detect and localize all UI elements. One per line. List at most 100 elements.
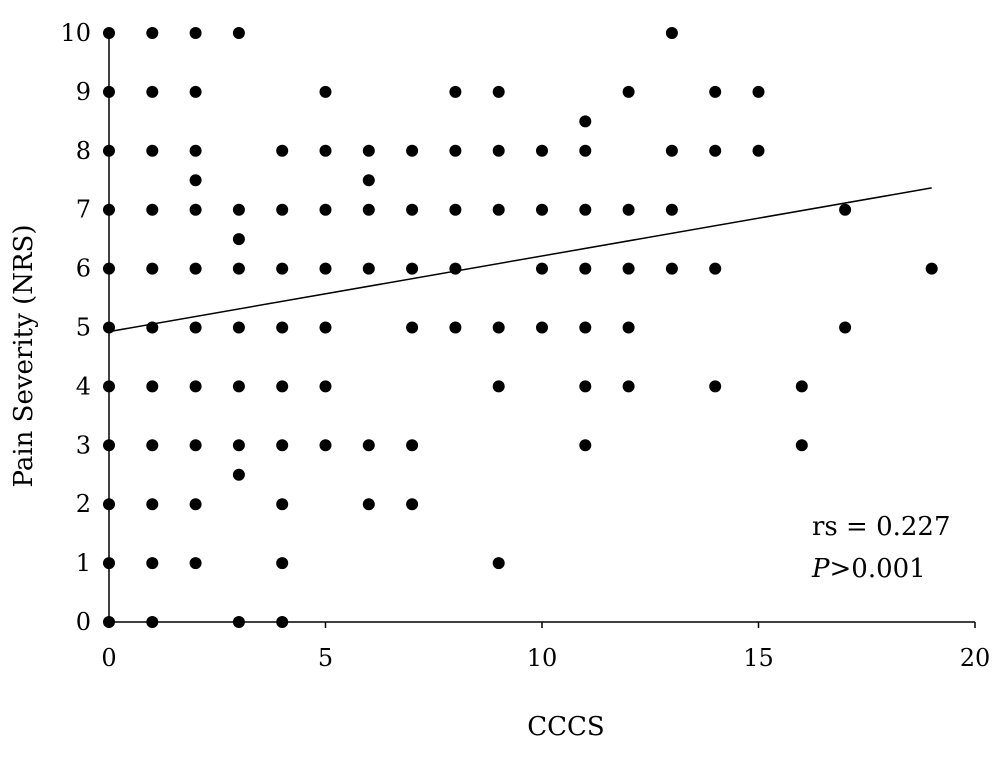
data-point [622, 203, 635, 216]
data-point [232, 233, 245, 246]
data-point [276, 321, 289, 334]
data-point [276, 557, 289, 570]
data-point [103, 557, 115, 570]
data-point [103, 380, 115, 393]
data-point [839, 203, 852, 216]
data-point [362, 439, 375, 452]
data-point [146, 85, 159, 98]
data-point [622, 380, 635, 393]
data-point [449, 203, 462, 216]
data-point [579, 439, 592, 452]
data-point [189, 439, 202, 452]
data-point [103, 262, 115, 275]
data-point [536, 321, 548, 334]
data-point [709, 380, 722, 393]
data-point [752, 85, 765, 98]
data-point [189, 27, 202, 39]
data-point [665, 27, 678, 39]
data-point [319, 380, 332, 393]
x-tick-label: 10 [527, 644, 558, 672]
data-point [795, 439, 808, 452]
y-tick-label: 3 [76, 431, 91, 459]
data-point [449, 144, 462, 157]
data-point [276, 262, 289, 275]
data-point [232, 439, 245, 452]
data-point [406, 144, 419, 157]
data-point [839, 321, 852, 334]
x-tick-label: 20 [960, 644, 991, 672]
data-point [276, 203, 289, 216]
data-point [362, 174, 375, 187]
data-point [189, 144, 202, 157]
y-tick-label: 2 [76, 490, 91, 518]
y-tick-label: 5 [76, 314, 91, 342]
data-point [709, 262, 722, 275]
x-tick-label: 5 [318, 644, 333, 672]
y-tick-label: 1 [76, 549, 91, 577]
data-point [319, 321, 332, 334]
y-tick-label: 9 [76, 78, 91, 106]
x-tick-label: 0 [101, 644, 116, 672]
x-tick-labels: 0 5 10 15 20 [101, 644, 990, 672]
data-point [146, 380, 159, 393]
data-point [579, 380, 592, 393]
data-point [622, 85, 635, 98]
data-point [665, 203, 678, 216]
data-point [189, 174, 202, 187]
data-point [406, 321, 419, 334]
data-point [232, 203, 245, 216]
data-point [103, 203, 115, 216]
data-point [103, 321, 115, 334]
data-point [189, 380, 202, 393]
trend-line [108, 187, 932, 333]
data-point [579, 144, 592, 157]
data-point [492, 85, 505, 98]
data-point [232, 380, 245, 393]
data-point [579, 321, 592, 334]
data-point [536, 203, 548, 216]
data-point [146, 262, 159, 275]
x-axis-label: CCCS [527, 712, 605, 742]
p-italic-letter: P [811, 554, 830, 584]
data-point [406, 439, 419, 452]
data-point [622, 262, 635, 275]
y-tick-label: 0 [76, 608, 91, 636]
data-point [492, 321, 505, 334]
data-point [795, 380, 808, 393]
y-tick-labels: 0 1 2 3 4 5 6 7 8 9 10 [60, 19, 91, 636]
data-point [103, 616, 115, 628]
data-point [189, 321, 202, 334]
y-axis-label: Pain Severity (NRS) [9, 225, 39, 488]
data-point [449, 85, 462, 98]
data-point [276, 439, 289, 452]
data-point [579, 203, 592, 216]
data-point [449, 321, 462, 334]
data-point [146, 616, 159, 628]
x-tick-label: 15 [743, 644, 774, 672]
data-point [319, 439, 332, 452]
data-point [103, 27, 115, 39]
y-tick-label: 6 [76, 255, 91, 283]
data-point [536, 262, 548, 275]
data-point [925, 262, 938, 275]
data-point [103, 498, 115, 511]
data-point [319, 203, 332, 216]
data-point [189, 557, 202, 570]
data-point [362, 498, 375, 511]
data-point [146, 439, 159, 452]
rs-annotation: rs = 0.227 [812, 512, 951, 542]
y-tick-label: 10 [60, 19, 91, 47]
data-point [232, 616, 245, 628]
data-point [146, 203, 159, 216]
data-point [103, 85, 115, 98]
data-point [232, 27, 245, 39]
data-point [276, 380, 289, 393]
data-point [622, 321, 635, 334]
data-point [362, 144, 375, 157]
data-point [709, 85, 722, 98]
data-point [232, 321, 245, 334]
data-point [492, 557, 505, 570]
p-annotation: P>0.001 [811, 554, 926, 584]
data-point [146, 27, 159, 39]
